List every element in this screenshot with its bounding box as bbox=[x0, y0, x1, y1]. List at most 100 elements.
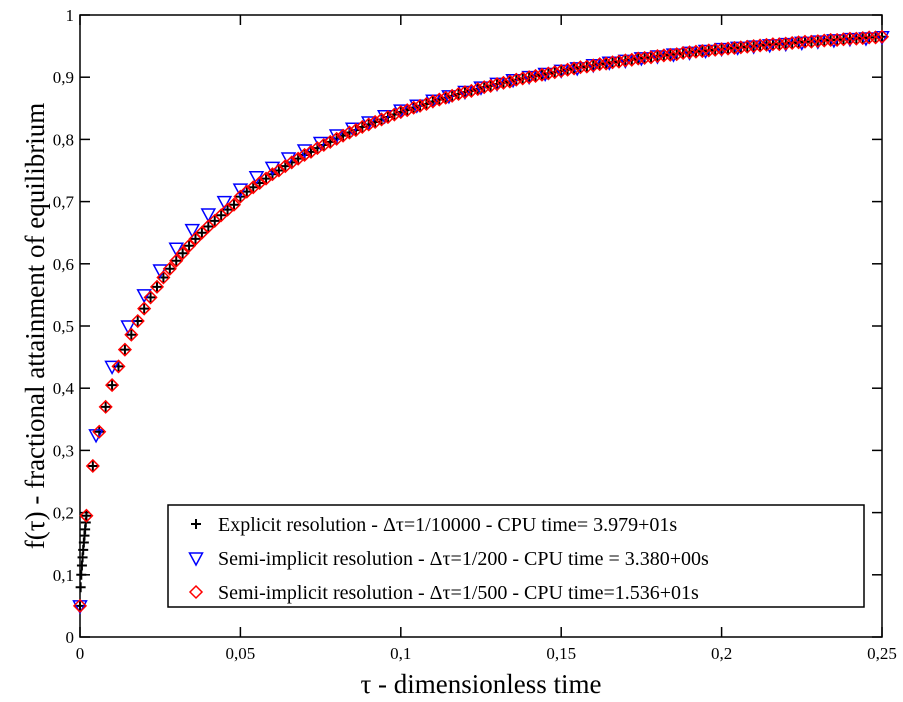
point bbox=[203, 221, 214, 232]
point bbox=[162, 261, 177, 276]
y-tick-label: 0,4 bbox=[53, 379, 75, 398]
point bbox=[107, 380, 118, 391]
point bbox=[149, 279, 165, 294]
point bbox=[618, 53, 633, 68]
point bbox=[720, 41, 736, 56]
point bbox=[817, 33, 832, 48]
point bbox=[515, 71, 530, 86]
y-tick-label: 0,3 bbox=[53, 441, 74, 460]
y-tick-label: 0,9 bbox=[53, 68, 74, 87]
point bbox=[297, 147, 312, 163]
point bbox=[765, 37, 780, 52]
y-tick-label: 0,1 bbox=[53, 566, 74, 585]
point bbox=[746, 39, 761, 54]
y-tick-label: 1 bbox=[66, 6, 75, 25]
point bbox=[483, 78, 498, 93]
point bbox=[252, 175, 267, 191]
point bbox=[425, 94, 440, 109]
point bbox=[291, 151, 306, 166]
point bbox=[473, 81, 489, 96]
point bbox=[804, 34, 819, 49]
point bbox=[676, 45, 691, 61]
point bbox=[239, 184, 254, 199]
point bbox=[184, 240, 195, 251]
point bbox=[759, 37, 774, 52]
point bbox=[168, 242, 184, 257]
point bbox=[830, 32, 845, 47]
point bbox=[695, 44, 710, 59]
point bbox=[177, 248, 188, 259]
point bbox=[126, 329, 137, 340]
point bbox=[457, 85, 473, 100]
point bbox=[669, 47, 684, 62]
point bbox=[329, 131, 344, 146]
point bbox=[682, 45, 697, 60]
point bbox=[505, 73, 521, 89]
point bbox=[823, 32, 838, 47]
point bbox=[246, 180, 261, 195]
point bbox=[76, 569, 87, 580]
point bbox=[117, 342, 132, 357]
point bbox=[348, 123, 363, 138]
point bbox=[344, 122, 361, 137]
point bbox=[611, 54, 627, 69]
point bbox=[105, 378, 120, 393]
point bbox=[139, 303, 150, 314]
point bbox=[92, 424, 107, 439]
point bbox=[216, 195, 233, 211]
point bbox=[528, 68, 543, 84]
point bbox=[190, 233, 201, 244]
point bbox=[650, 48, 665, 64]
point bbox=[714, 42, 729, 57]
point bbox=[310, 141, 325, 156]
point bbox=[688, 44, 703, 59]
y-tick-label: 0 bbox=[66, 628, 75, 647]
y-axis-label: f(τ) - fractional attainment of equilibr… bbox=[20, 103, 50, 549]
x-tick-label: 0,25 bbox=[867, 644, 897, 663]
plot-frame bbox=[79, 14, 883, 638]
point bbox=[100, 401, 111, 412]
point bbox=[216, 210, 227, 221]
point bbox=[316, 137, 331, 153]
point bbox=[432, 92, 447, 107]
point bbox=[438, 90, 453, 105]
point bbox=[849, 31, 864, 46]
point bbox=[470, 81, 485, 97]
x-tick-label: 0,15 bbox=[546, 644, 576, 663]
point bbox=[753, 38, 768, 53]
point bbox=[778, 36, 793, 51]
point bbox=[196, 227, 207, 238]
point bbox=[592, 57, 607, 72]
point bbox=[502, 74, 517, 89]
point bbox=[137, 301, 152, 316]
point bbox=[248, 182, 259, 193]
point bbox=[791, 35, 806, 50]
point bbox=[303, 144, 319, 159]
point bbox=[643, 50, 659, 65]
point bbox=[547, 65, 562, 80]
point bbox=[259, 171, 274, 186]
legend-label: Semi-implicit resolution - Δτ=1/200 - CP… bbox=[218, 548, 709, 570]
point bbox=[119, 344, 130, 355]
point bbox=[98, 399, 113, 414]
point bbox=[772, 37, 787, 52]
point bbox=[445, 88, 460, 103]
x-axis-label: τ - dimensionless time bbox=[360, 669, 601, 699]
point bbox=[656, 48, 671, 63]
point bbox=[232, 183, 249, 198]
point bbox=[400, 103, 415, 118]
point bbox=[560, 62, 575, 77]
point bbox=[226, 197, 242, 212]
point bbox=[566, 61, 582, 76]
point bbox=[862, 30, 877, 45]
point bbox=[104, 360, 120, 376]
point bbox=[810, 34, 825, 49]
point bbox=[182, 238, 197, 253]
y-tick-label: 0,7 bbox=[53, 193, 75, 212]
point bbox=[464, 83, 479, 98]
point bbox=[393, 104, 408, 120]
point bbox=[740, 39, 755, 54]
point bbox=[261, 173, 272, 184]
point bbox=[522, 70, 537, 85]
